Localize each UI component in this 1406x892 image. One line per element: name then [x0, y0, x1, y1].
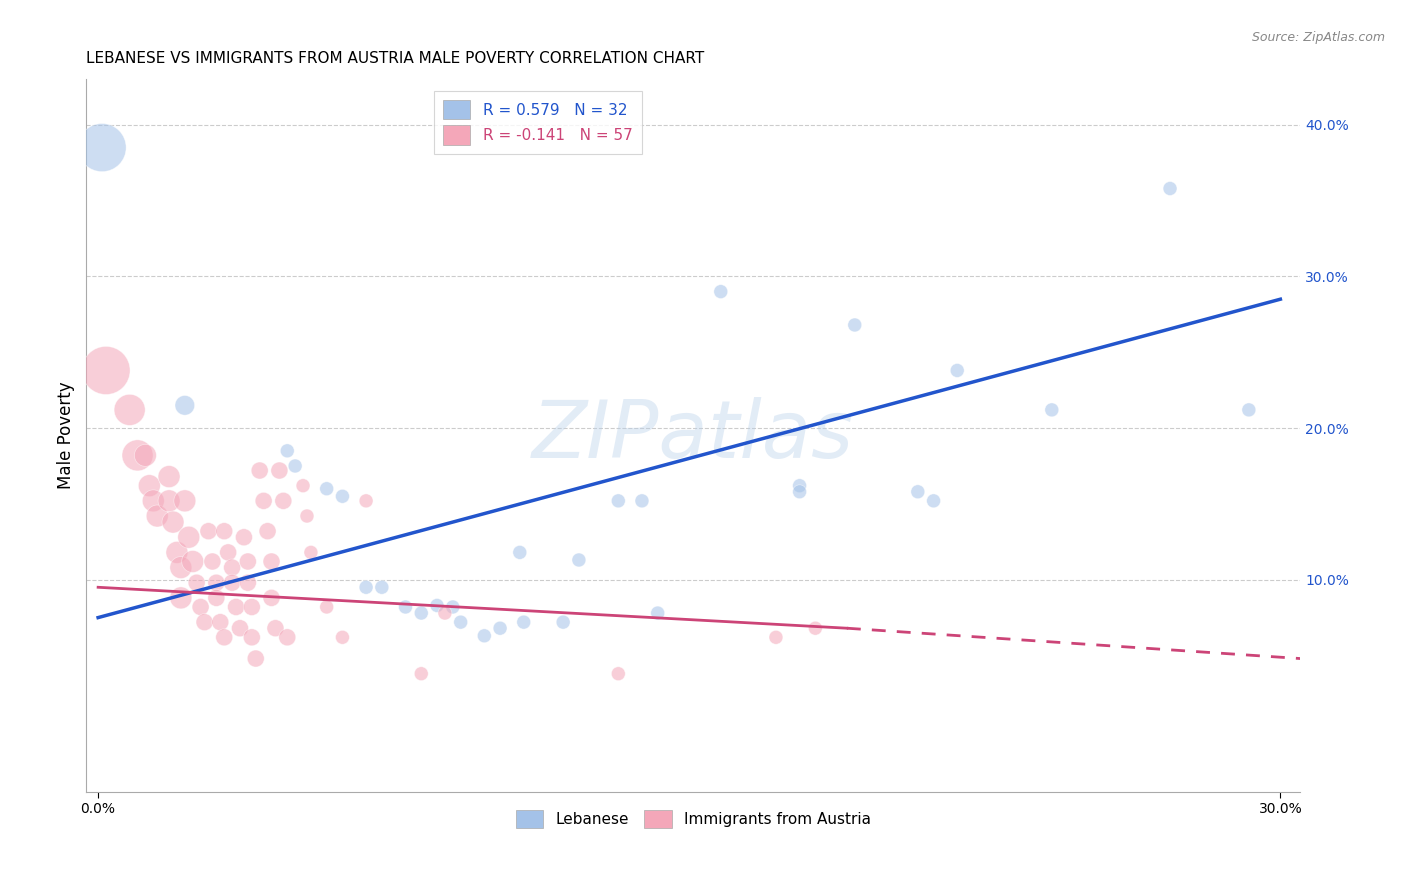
- Point: [212, 630, 235, 644]
- Text: Source: ZipAtlas.com: Source: ZipAtlas.com: [1251, 31, 1385, 45]
- Text: ZIPatlas: ZIPatlas: [531, 397, 855, 475]
- Point: [450, 615, 472, 629]
- Point: [299, 545, 322, 559]
- Point: [472, 629, 495, 643]
- Point: [411, 666, 433, 681]
- Point: [607, 493, 630, 508]
- Point: [225, 599, 247, 614]
- Point: [146, 508, 169, 523]
- Point: [170, 560, 193, 574]
- Point: [264, 621, 287, 635]
- Point: [253, 493, 276, 508]
- Point: [94, 363, 117, 377]
- Legend: Lebanese, Immigrants from Austria: Lebanese, Immigrants from Austria: [509, 805, 877, 834]
- Point: [190, 599, 212, 614]
- Point: [512, 615, 534, 629]
- Point: [765, 630, 787, 644]
- Point: [1040, 403, 1063, 417]
- Point: [789, 484, 811, 499]
- Point: [138, 478, 160, 492]
- Point: [173, 493, 195, 508]
- Point: [276, 443, 298, 458]
- Point: [315, 482, 337, 496]
- Point: [433, 606, 456, 620]
- Point: [177, 530, 200, 544]
- Point: [193, 615, 215, 629]
- Point: [553, 615, 575, 629]
- Point: [256, 524, 278, 538]
- Point: [201, 554, 224, 568]
- Point: [134, 448, 156, 462]
- Point: [292, 478, 315, 492]
- Point: [181, 554, 204, 568]
- Point: [710, 285, 733, 299]
- Point: [221, 575, 243, 590]
- Point: [127, 448, 149, 462]
- Point: [804, 621, 827, 635]
- Point: [209, 615, 232, 629]
- Point: [166, 545, 188, 559]
- Point: [922, 493, 945, 508]
- Point: [269, 463, 291, 477]
- Point: [354, 580, 377, 594]
- Point: [205, 575, 228, 590]
- Point: [221, 560, 243, 574]
- Point: [212, 524, 235, 538]
- Y-axis label: Male Poverty: Male Poverty: [58, 382, 75, 490]
- Point: [631, 493, 654, 508]
- Point: [229, 621, 252, 635]
- Point: [844, 318, 866, 332]
- Point: [170, 591, 193, 605]
- Point: [240, 599, 263, 614]
- Point: [249, 463, 271, 477]
- Point: [394, 599, 416, 614]
- Point: [91, 140, 114, 154]
- Point: [245, 651, 267, 665]
- Point: [441, 599, 464, 614]
- Point: [236, 554, 259, 568]
- Point: [157, 469, 180, 483]
- Point: [157, 493, 180, 508]
- Point: [315, 599, 337, 614]
- Point: [332, 489, 354, 503]
- Point: [647, 606, 669, 620]
- Point: [276, 630, 298, 644]
- Point: [489, 621, 512, 635]
- Point: [789, 478, 811, 492]
- Point: [371, 580, 394, 594]
- Point: [173, 398, 195, 412]
- Point: [332, 630, 354, 644]
- Point: [260, 591, 283, 605]
- Point: [426, 599, 449, 613]
- Point: [295, 508, 318, 523]
- Point: [509, 545, 531, 559]
- Text: LEBANESE VS IMMIGRANTS FROM AUSTRIA MALE POVERTY CORRELATION CHART: LEBANESE VS IMMIGRANTS FROM AUSTRIA MALE…: [86, 51, 704, 66]
- Point: [186, 575, 208, 590]
- Point: [607, 666, 630, 681]
- Point: [232, 530, 254, 544]
- Point: [260, 554, 283, 568]
- Point: [946, 363, 969, 377]
- Point: [568, 553, 591, 567]
- Point: [1237, 403, 1260, 417]
- Point: [1159, 181, 1181, 195]
- Point: [411, 606, 433, 620]
- Point: [217, 545, 239, 559]
- Point: [142, 493, 165, 508]
- Point: [205, 591, 228, 605]
- Point: [284, 458, 307, 473]
- Point: [240, 630, 263, 644]
- Point: [273, 493, 295, 508]
- Point: [907, 484, 929, 499]
- Point: [197, 524, 219, 538]
- Point: [354, 493, 377, 508]
- Point: [162, 515, 184, 529]
- Point: [236, 575, 259, 590]
- Point: [118, 403, 141, 417]
